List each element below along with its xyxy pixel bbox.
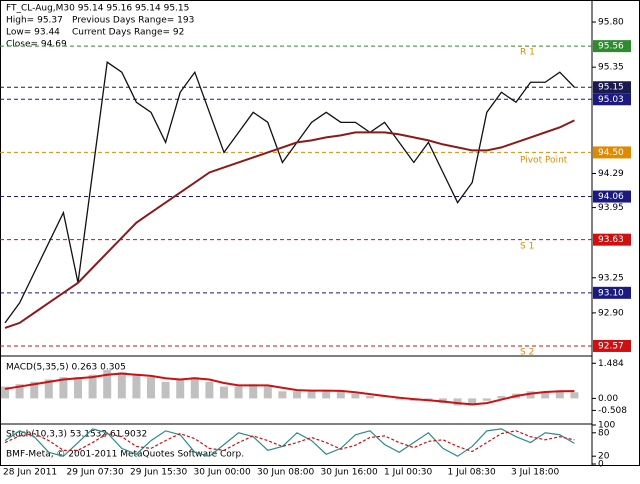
macd-bar: [147, 377, 155, 399]
macd-bar: [30, 381, 39, 399]
macd-bar: [497, 396, 506, 399]
macd-bar: [205, 381, 214, 399]
header-high: High= 95.37: [6, 16, 63, 26]
x-tick-label: 30 Jun 16:00: [321, 468, 378, 478]
macd-bar: [322, 390, 331, 399]
macd-bar: [307, 390, 316, 399]
macd-bar: [249, 384, 258, 399]
macd-bar: [15, 384, 24, 399]
macd-bar: [555, 391, 564, 399]
level-box: [593, 233, 631, 246]
macd-bar: [88, 374, 97, 399]
header-close: Close= 94.69: [6, 40, 67, 50]
x-tick-label: 30 Jun 08:00: [257, 468, 314, 478]
macd-bar: [103, 370, 112, 399]
stoch-line: [4, 430, 575, 453]
price-line: [4, 61, 575, 324]
x-tick-label: 3 Jul 18:00: [511, 468, 560, 478]
macd-bar: [74, 377, 82, 399]
macd-bar: [570, 392, 579, 399]
macd-bar: [263, 386, 272, 399]
macd-bar: [176, 379, 185, 399]
macd-bar: [482, 398, 491, 401]
macd-bar: [59, 377, 68, 399]
macd-bar: [541, 391, 550, 399]
price-line: [4, 119, 575, 329]
header-symbol: FT_CL-Aug,M30 95.14 95.16 95.14 95.15: [6, 4, 189, 14]
annotation: R 1: [520, 48, 535, 58]
x-tick-label: 1 Jul 00:30: [384, 468, 433, 478]
macd-bar: [44, 379, 53, 399]
x-tick-label: 30 Jun 00:00: [194, 468, 251, 478]
level-label: 93.63: [598, 235, 624, 245]
macd-bar: [395, 398, 404, 400]
x-tick-label: 28 Jun 2011: [3, 468, 57, 478]
y-tick-label: 0.00: [598, 394, 618, 404]
header-cur-range: Current Days Range= 92: [72, 28, 184, 38]
level-box: [593, 81, 631, 94]
x-tick-label: 29 Jun 07:30: [67, 468, 124, 478]
level-box: [593, 339, 631, 352]
macd-bar: [1, 386, 9, 399]
y-tick-label: 93.95: [598, 203, 624, 213]
y-tick-label: 80: [598, 428, 610, 438]
level-box: [593, 40, 631, 53]
stoch-line: [4, 428, 575, 457]
y-tick-label: 92.90: [598, 308, 624, 318]
annotation: Pivot Point: [520, 156, 568, 166]
annotation: S 2: [520, 348, 534, 358]
macd-bar: [220, 386, 228, 399]
y-tick-label: 20: [598, 452, 610, 462]
y-tick-label: 95.80: [598, 18, 624, 28]
level-box: [593, 190, 631, 203]
macd-bar: [132, 374, 141, 399]
annotation: S 1: [520, 242, 534, 252]
level-label: 94.06: [598, 192, 624, 202]
macd-bar: [366, 396, 374, 399]
macd-bar: [293, 391, 301, 399]
macd-bar: [278, 391, 287, 399]
macd-bar: [117, 372, 126, 399]
macd-bar: [161, 381, 170, 399]
macd-bar: [468, 398, 477, 406]
macd-title: MACD(5,35,5) 0.263 0.305: [6, 363, 126, 373]
level-box: [593, 146, 631, 159]
header-prev-range: Previous Days Range= 193: [72, 16, 194, 26]
macd-bar: [351, 393, 360, 399]
y-tick-label: 0: [598, 460, 604, 470]
x-tick-label: 29 Jun 15:30: [130, 468, 187, 478]
level-box: [593, 286, 631, 299]
macd-bar: [336, 391, 345, 399]
level-box: [593, 93, 631, 106]
y-tick-label: 94.29: [598, 169, 624, 179]
macd-bar: [453, 398, 462, 406]
y-tick-label: 95.35: [598, 63, 624, 73]
level-label: 95.15: [598, 83, 624, 93]
level-label: 95.56: [598, 42, 624, 52]
macd-bar: [526, 391, 535, 399]
x-tick-label: 1 Jul 08:30: [448, 468, 497, 478]
level-label: 94.50: [598, 148, 624, 158]
stoch-title: Stoch(10,3,3) 53.1532 61.9032: [6, 430, 147, 440]
y-tick-label: 100: [598, 421, 615, 431]
level-label: 95.03: [598, 95, 624, 105]
y-tick-label: -0.508: [598, 406, 627, 416]
macd-bar: [234, 386, 243, 399]
y-tick-label: 1.484: [598, 359, 624, 369]
level-label: 92.57: [598, 341, 624, 351]
footer: BMF-Meta, © 2001-2011 MetaQuotes Softwar…: [6, 450, 244, 460]
level-label: 93.10: [598, 288, 624, 298]
y-tick-label: 93.25: [598, 273, 624, 283]
macd-bar: [190, 377, 199, 399]
header-low: Low= 93.44: [6, 28, 60, 38]
signal-line: [4, 372, 575, 406]
